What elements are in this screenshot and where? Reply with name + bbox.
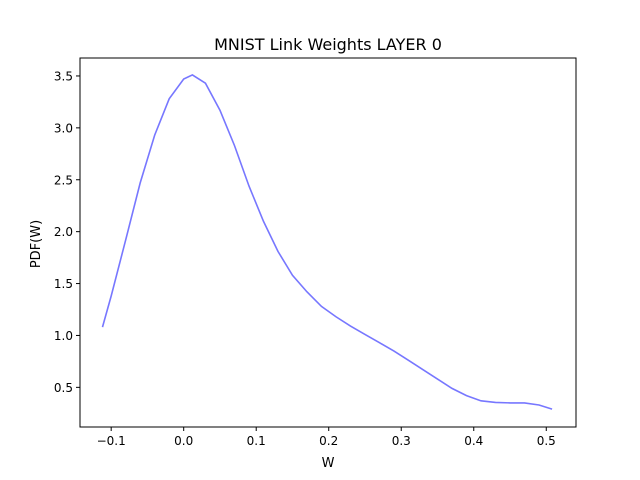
axes-frame	[79, 57, 577, 428]
y-axis-label: PDF(W)	[29, 220, 44, 268]
series-line-pdf	[101, 74, 553, 410]
y-tick-label: 2.5	[54, 173, 73, 187]
x-tick-label: 0.2	[319, 434, 338, 448]
x-tick-label: −0.1	[97, 434, 126, 448]
y-tick-label: 1.5	[54, 277, 73, 291]
x-tick-label: 0.3	[392, 434, 411, 448]
x-tick-label: 0.4	[464, 434, 483, 448]
x-tick-label: 0.5	[537, 434, 556, 448]
y-tick-label: 0.5	[54, 381, 73, 395]
x-axis-label: W	[322, 456, 335, 471]
x-tick-label: 0.0	[174, 434, 193, 448]
y-tick-label: 3.0	[54, 121, 73, 135]
y-axis-ticks: 0.5 1.0 1.5 2.0 2.5 3.0 3.5	[54, 69, 80, 395]
y-tick-label: 2.0	[54, 225, 73, 239]
x-tick-label: 0.1	[247, 434, 266, 448]
y-tick-label: 3.5	[54, 69, 73, 83]
x-axis-ticks: −0.1 0.0 0.1 0.2 0.3 0.4 0.5	[97, 427, 556, 448]
y-tick-label: 1.0	[54, 329, 73, 343]
chart-title: MNIST Link Weights LAYER 0	[214, 35, 442, 54]
plot-area	[101, 74, 553, 410]
